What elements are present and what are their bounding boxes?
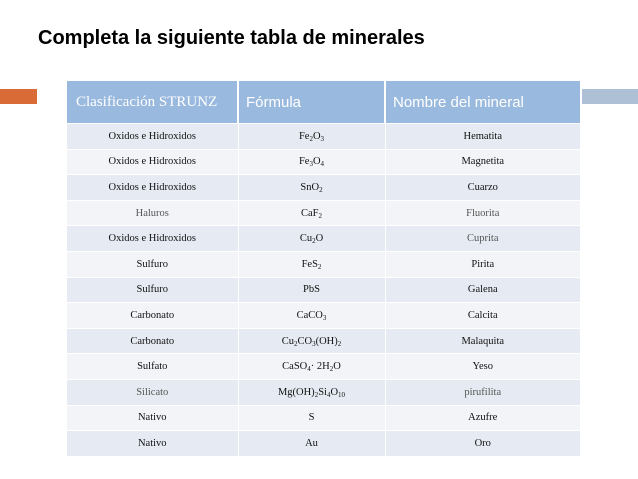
cell-formula: Au	[238, 430, 386, 456]
table-row: Sulfuro FeS2 Pirita	[67, 250, 580, 278]
table-row: Oxidos e Hidroxidos Fe2O3 Hematita	[67, 123, 580, 150]
table-row: Nativo Au Oro	[67, 430, 580, 456]
slide-title: Completa la siguiente tabla de minerales	[38, 27, 425, 49]
table-row: Carbonato CaCO3 Calcita	[67, 302, 580, 329]
table-row: Oxidos e Hidroxidos Fe3O4 Magnetita	[67, 148, 580, 175]
cell-clasificacion: Sulfato	[67, 353, 239, 380]
cell-nombre: Oro	[385, 430, 580, 456]
table-row: Sulfato CaSO4· 2H2O Yeso	[67, 353, 580, 380]
cell-nombre: Yeso	[385, 353, 580, 380]
cell-nombre: Magnetita	[385, 148, 580, 175]
cell-nombre: Pirita	[385, 250, 580, 278]
cell-clasificacion: Carbonato	[67, 302, 239, 329]
cell-formula: SnO2	[238, 174, 386, 201]
cell-clasificacion: Haluros	[67, 199, 239, 226]
cell-nombre: Cuprita	[385, 225, 580, 252]
cell-formula: CaSO4· 2H2O	[238, 353, 386, 380]
cell-nombre: Galena	[385, 276, 580, 303]
minerals-table: Clasificación STRUNZ Fórmula Nombre del …	[67, 81, 580, 456]
cell-formula: CaCO3	[238, 302, 386, 329]
table-row: Oxidos e Hidroxidos SnO2 Cuarzo	[67, 174, 580, 201]
cell-formula: CaF2	[238, 199, 386, 226]
accent-bar-blue	[582, 89, 638, 104]
cell-clasificacion: Oxidos e Hidroxidos	[67, 174, 239, 201]
cell-formula: PbS	[238, 276, 386, 303]
header-formula: Fórmula	[238, 81, 386, 124]
cell-formula: Fe3O4	[238, 148, 386, 175]
cell-clasificacion: Sulfuro	[67, 250, 239, 278]
cell-formula: Mg(OH)2Si4O10	[238, 378, 386, 406]
cell-clasificacion: Nativo	[67, 404, 239, 431]
table-row: Oxidos e Hidroxidos Cu2O Cuprita	[67, 225, 580, 252]
cell-formula: Cu2O	[238, 225, 386, 252]
cell-nombre: Hematita	[385, 123, 580, 150]
table-body: Oxidos e Hidroxidos Fe2O3 Hematita Oxidos e…	[67, 123, 580, 456]
cell-clasificacion: Oxidos e Hidroxidos	[67, 225, 239, 252]
cell-nombre: Azufre	[385, 404, 580, 431]
accent-bar-orange	[0, 89, 37, 104]
cell-nombre: Calcita	[385, 302, 580, 329]
table-row: Carbonato Cu2CO3(OH)2 Malaquita	[67, 327, 580, 354]
cell-clasificacion: Nativo	[67, 430, 239, 456]
table-header-row: Clasificación STRUNZ Fórmula Nombre del …	[67, 81, 580, 124]
header-nombre: Nombre del mineral	[385, 81, 580, 124]
cell-nombre: Fluorita	[385, 199, 580, 226]
header-clasificacion: Clasificación STRUNZ	[67, 81, 239, 124]
cell-clasificacion: Carbonato	[67, 327, 239, 354]
table-row: Haluros CaF2 Fluorita	[67, 199, 580, 226]
cell-clasificacion: Sulfuro	[67, 276, 239, 303]
table-row: Silicato Mg(OH)2Si4O10 pirufilita	[67, 378, 580, 406]
cell-clasificacion: Oxidos e Hidroxidos	[67, 148, 239, 175]
table-row: Sulfuro PbS Galena	[67, 276, 580, 303]
cell-nombre: Cuarzo	[385, 174, 580, 201]
cell-formula: Fe2O3	[238, 123, 386, 150]
cell-clasificacion: Silicato	[67, 378, 239, 406]
cell-nombre: Malaquita	[385, 327, 580, 354]
cell-formula: S	[238, 404, 386, 431]
cell-formula: FeS2	[238, 250, 386, 278]
cell-clasificacion: Oxidos e Hidroxidos	[67, 123, 239, 150]
table-row: Nativo S Azufre	[67, 404, 580, 431]
cell-nombre: pirufilita	[385, 378, 580, 406]
cell-formula: Cu2CO3(OH)2	[238, 327, 386, 354]
